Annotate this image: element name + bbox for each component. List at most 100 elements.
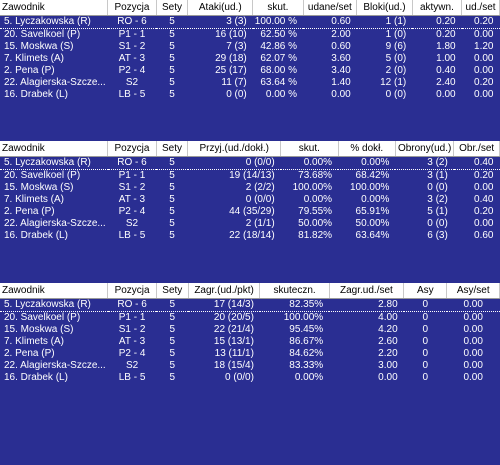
player-name: 5. Lyczakowska (R)	[0, 298, 108, 312]
column-header[interactable]: skut.	[252, 0, 304, 16]
column-header[interactable]: skuteczn.	[259, 283, 330, 299]
column-header[interactable]: Zagr.ud./set	[329, 283, 405, 299]
digs-per-set-cell: 0.00	[474, 182, 494, 193]
table-row[interactable]: 2. Pena (P) P2 - 4 5 25 (17) 68.00 % 3.4…	[0, 65, 500, 77]
column-header[interactable]: Zawodnik	[0, 0, 109, 16]
digs-per-set-cell: 0.40	[474, 194, 494, 205]
column-header[interactable]: % dokł.	[338, 141, 396, 157]
attack-efficiency-cell: 62.07 %	[260, 53, 298, 64]
table-row[interactable]: 7. Klimets (A) AT - 3 5 29 (18) 62.07 % …	[0, 53, 500, 65]
player-name: 7. Klimets (A)	[4, 53, 65, 64]
table-row[interactable]: 20. Savelkoel (P) P1 - 1 5 16 (10) 62.50…	[0, 29, 500, 42]
table-row[interactable]: 16. Drabek (L) LB - 5 5 0 (0) 0.00 % 0.0…	[0, 89, 500, 101]
activity-cell: 1.00	[436, 53, 456, 64]
serves-cell: 18 (15/4)	[213, 360, 254, 371]
column-header[interactable]: Obr./set	[453, 141, 500, 157]
sets-cell: 5	[169, 230, 175, 241]
blocks-cell: 1 (1)	[356, 15, 413, 29]
player-name: 22. Alagierska-Szcze...	[4, 218, 106, 229]
player-name: 20. Savelkoel (P)	[4, 170, 81, 181]
digs-per-set-cell: 0.20	[474, 170, 494, 181]
table-row[interactable]: 5. Lyczakowska (R) RO - 6 5 17 (14/3) 82…	[0, 298, 500, 312]
player-name: 2. Pena (P)	[4, 65, 55, 76]
column-header[interactable]: Zawodnik	[0, 141, 109, 157]
column-header[interactable]: Przyj.(ud./dokł.)	[187, 141, 282, 157]
sets-cell: 5	[169, 372, 176, 383]
table-row[interactable]: 22. Alagierska-Szcze... S2 5 2 (1/1) 50.…	[0, 218, 500, 230]
table-row[interactable]: 2. Pena (P) P2 - 4 5 44 (35/29) 79.55% 6…	[0, 206, 500, 218]
position-cell: AT - 3	[118, 194, 146, 205]
position-cell: S2	[125, 218, 139, 229]
serve-stats-panel: Zawodnik Pozycja Sety Zagr.(ud./pkt) sku…	[0, 283, 500, 384]
attacks-per-set-cell: 0.00	[331, 89, 351, 100]
attack-efficiency-cell: 68.00 %	[260, 65, 298, 76]
column-header[interactable]: Pozycja	[107, 141, 157, 157]
table-row[interactable]: 7. Klimets (A) AT - 3 5 15 (13/1) 86.67%…	[0, 336, 500, 348]
reception-efficiency-cell: 0.00%	[303, 194, 333, 205]
serves-per-set-cell: 4.00	[378, 312, 398, 323]
position-cell: RO - 6	[107, 298, 157, 312]
attacks-per-set-cell: 2.00	[331, 29, 351, 40]
table-row[interactable]: 5. Lyczakowska (R) RO - 6 5 3 (3) 100.00…	[0, 15, 500, 29]
sets-cell: 5	[169, 360, 176, 371]
sets-cell: 5	[169, 194, 175, 205]
activity-cell: 0.40	[436, 65, 456, 76]
column-header[interactable]: Sety	[156, 283, 189, 299]
attacks-per-set-cell: 0.60	[303, 15, 357, 29]
table-row[interactable]: 16. Drabek (L) LB - 5 5 22 (18/14) 81.82…	[0, 230, 500, 242]
accuracy-cell: 68.42%	[355, 170, 390, 181]
table-row[interactable]: 5. Lyczakowska (R) RO - 6 5 0 (0/0) 0.00…	[0, 156, 500, 170]
aces-cell: 0	[403, 298, 447, 312]
position-cell: P1 - 1	[118, 170, 146, 181]
position-cell: S1 - 2	[118, 182, 146, 193]
table-row[interactable]: 15. Moskwa (S) S1 - 2 5 2 (2/2) 100.00% …	[0, 182, 500, 194]
position-cell: LB - 5	[118, 230, 146, 241]
table-row[interactable]: 20. Savelkoel (P) P1 - 1 5 20 (20/5) 100…	[0, 312, 500, 325]
table-row[interactable]: 7. Klimets (A) AT - 3 5 0 (0/0) 0.00% 0.…	[0, 194, 500, 206]
table-row[interactable]: 20. Savelkoel (P) P1 - 1 5 19 (14/13) 73…	[0, 170, 500, 183]
attacks-per-set-cell: 3.60	[331, 53, 351, 64]
table-row[interactable]: 15. Moskwa (S) S1 - 2 5 22 (21/4) 95.45%…	[0, 324, 500, 336]
attacks-per-set-cell: 0.60	[331, 41, 351, 52]
column-header[interactable]: Bloki(ud.)	[356, 0, 413, 16]
table-row[interactable]: 16. Drabek (L) LB - 5 5 0 (0/0) 0.00% 0.…	[0, 372, 500, 384]
position-cell: RO - 6	[107, 156, 157, 170]
sets-cell: 5	[169, 41, 175, 52]
column-header[interactable]: ud./set	[461, 0, 500, 16]
aces-per-set-cell: 0.00	[463, 336, 483, 347]
table-row[interactable]: 22. Alagierska-Szcze... S2 5 11 (7) 63.6…	[0, 77, 500, 89]
digs-cell: 0 (0)	[427, 182, 448, 193]
column-header[interactable]: Ataki(ud.)	[187, 0, 254, 16]
column-header[interactable]: udane/set	[303, 0, 358, 16]
aces-cell: 0	[422, 360, 429, 371]
digs-cell: 6 (3)	[427, 230, 448, 241]
column-header[interactable]: skut.	[280, 141, 339, 157]
player-name: 5. Lyczakowska (R)	[0, 156, 108, 170]
player-name: 16. Drabek (L)	[4, 230, 68, 241]
player-name: 7. Klimets (A)	[4, 194, 65, 205]
player-name: 2. Pena (P)	[4, 206, 55, 217]
reception-efficiency-cell: 100.00%	[292, 182, 333, 193]
column-header[interactable]: Asy	[403, 283, 448, 299]
column-header[interactable]: Zagr.(ud./pkt)	[188, 283, 261, 299]
column-header[interactable]: Zawodnik	[0, 283, 109, 299]
column-header[interactable]: Asy/set	[446, 283, 500, 299]
table-row[interactable]: 2. Pena (P) P2 - 4 5 13 (11/1) 84.62% 2.…	[0, 348, 500, 360]
column-header[interactable]: Obrony(ud.)	[395, 141, 455, 157]
serve-efficiency-cell: 84.62%	[289, 348, 324, 359]
aces-cell: 0	[422, 324, 429, 335]
serves-per-set-cell: 2.60	[378, 336, 398, 347]
attacks-cell: 0 (0)	[226, 89, 247, 100]
column-header[interactable]: Pozycja	[107, 0, 157, 16]
table-row[interactable]: 22. Alagierska-Szcze... S2 5 18 (15/4) 8…	[0, 360, 500, 372]
blocks-per-set-cell: 0.00	[474, 29, 494, 40]
column-header[interactable]: Sety	[156, 141, 189, 157]
player-name: 20. Savelkoel (P)	[4, 29, 81, 40]
column-header[interactable]: aktywn.	[412, 0, 463, 16]
serves-cell: 20 (20/5)	[213, 312, 254, 323]
column-header[interactable]: Sety	[156, 0, 189, 16]
attacks-per-set-cell: 1.40	[331, 77, 351, 88]
table-row[interactable]: 15. Moskwa (S) S1 - 2 5 7 (3) 42.86 % 0.…	[0, 41, 500, 53]
column-header[interactable]: Pozycja	[107, 283, 157, 299]
attacks-cell: 3 (3)	[187, 15, 253, 29]
